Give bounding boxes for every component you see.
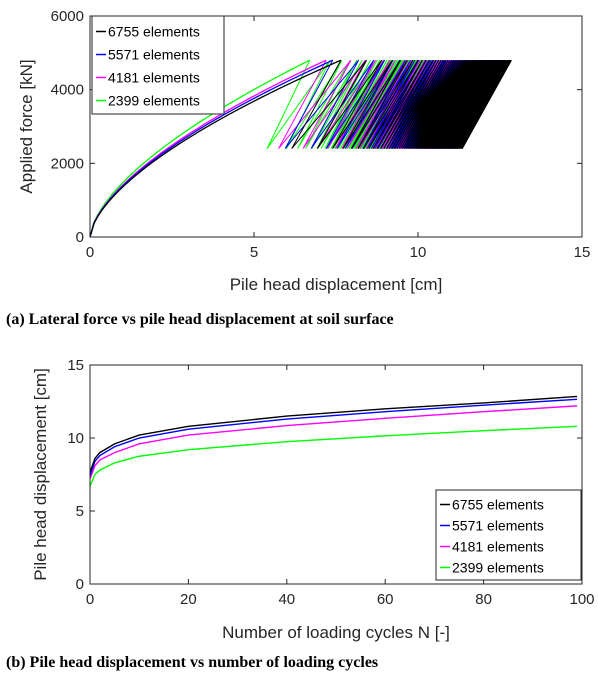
panel-a-legend-label: 2399 elements: [108, 93, 200, 109]
panel-b-series-line: [89, 395, 578, 473]
panel-a-legend-label: 6755 elements: [108, 24, 200, 40]
panel-a-loading-curve: [89, 59, 327, 238]
panel-b-series-line: [89, 405, 578, 480]
panel-a-y-tick-label: 4000: [51, 82, 84, 99]
panel-b-x-tick-label: 40: [278, 591, 295, 608]
panel-b-y-tick-label: 15: [67, 357, 84, 374]
panel-a-chart: 0 5 10 15 0 2000 4000 6000 Pile head displaceme…: [17, 8, 590, 294]
panel-b-x-tick-label: 0: [86, 591, 94, 608]
panel-a-cyclic-band: [291, 59, 512, 149]
panel-b-y-axis-label: Pile head displacement [cm]: [31, 368, 50, 581]
panel-a-x-tick-label: 15: [574, 244, 591, 261]
panel-a-caption: (a) Lateral force vs pile head displacem…: [6, 311, 394, 328]
panel-a-legend-label: 4181 elements: [108, 70, 200, 86]
panel-b-x-tick-label: 60: [377, 591, 394, 608]
panel-a-x-tick-label: 0: [86, 244, 94, 261]
panel-b-axes-frame: [89, 364, 583, 585]
panel-a-series: [89, 59, 512, 238]
panel-b-caption: (b) Pile head displacement vs number of …: [6, 654, 379, 671]
panel-b-legend: 6755 elements 5571 elements 4181 elements 2…: [435, 489, 582, 581]
panel-a-ticks: 0 5 10 15 0 2000 4000 6000: [51, 8, 591, 261]
panel-b-y-tick-label: 10: [67, 430, 84, 447]
panel-b-series: [89, 395, 578, 487]
panel-b-legend-box: [435, 489, 582, 581]
panel-b-x-axis-label: Number of loading cycles N [-]: [222, 623, 450, 642]
panel-a-loading-curve: [89, 59, 311, 238]
panel-b-series-line: [89, 425, 578, 487]
panel-b-y-tick-label: 0: [76, 576, 84, 593]
panel-b-x-tick-label: 80: [475, 591, 492, 608]
panel-b-chart: 0 20 40 60 80 100 0 5 10 15 Number of loading cyc…: [31, 357, 595, 642]
panel-b-legend-label: 4181 elements: [452, 539, 544, 555]
panel-a-y-tick-label: 2000: [51, 155, 84, 172]
panel-a-x-axis-label: Pile head displacement [cm]: [230, 275, 443, 294]
panel-a-y-tick-label: 6000: [51, 8, 84, 25]
panel-b-series-line: [89, 398, 578, 477]
panel-b-legend-label: 5571 elements: [452, 518, 544, 534]
panel-a-loading-curve: [89, 59, 342, 238]
panel-a-legend-box: [91, 15, 225, 115]
panel-a-x-tick-label: 10: [410, 244, 427, 261]
panel-b-x-tick-label: 100: [569, 591, 594, 608]
panel-b-y-tick-label: 5: [76, 503, 84, 520]
panel-a-legend: 6755 elements 5571 elements 4181 elements 2…: [91, 15, 225, 115]
panel-a-legend-label: 5571 elements: [108, 47, 200, 63]
panel-b-legend-label: 2399 elements: [452, 560, 544, 576]
panel-a-axes-frame: [89, 15, 583, 238]
panel-a-y-axis-label: Applied force [kN]: [17, 59, 36, 193]
panel-b-legend-label: 6755 elements: [452, 497, 544, 513]
panel-a-loading-curve: [89, 59, 333, 238]
panel-b-x-tick-label: 20: [180, 591, 197, 608]
panel-a-x-tick-label: 5: [250, 244, 258, 261]
panel-a-y-tick-label: 0: [76, 229, 84, 246]
panel-b-ticks: 0 20 40 60 80 100 0 5 10 15: [67, 357, 594, 608]
